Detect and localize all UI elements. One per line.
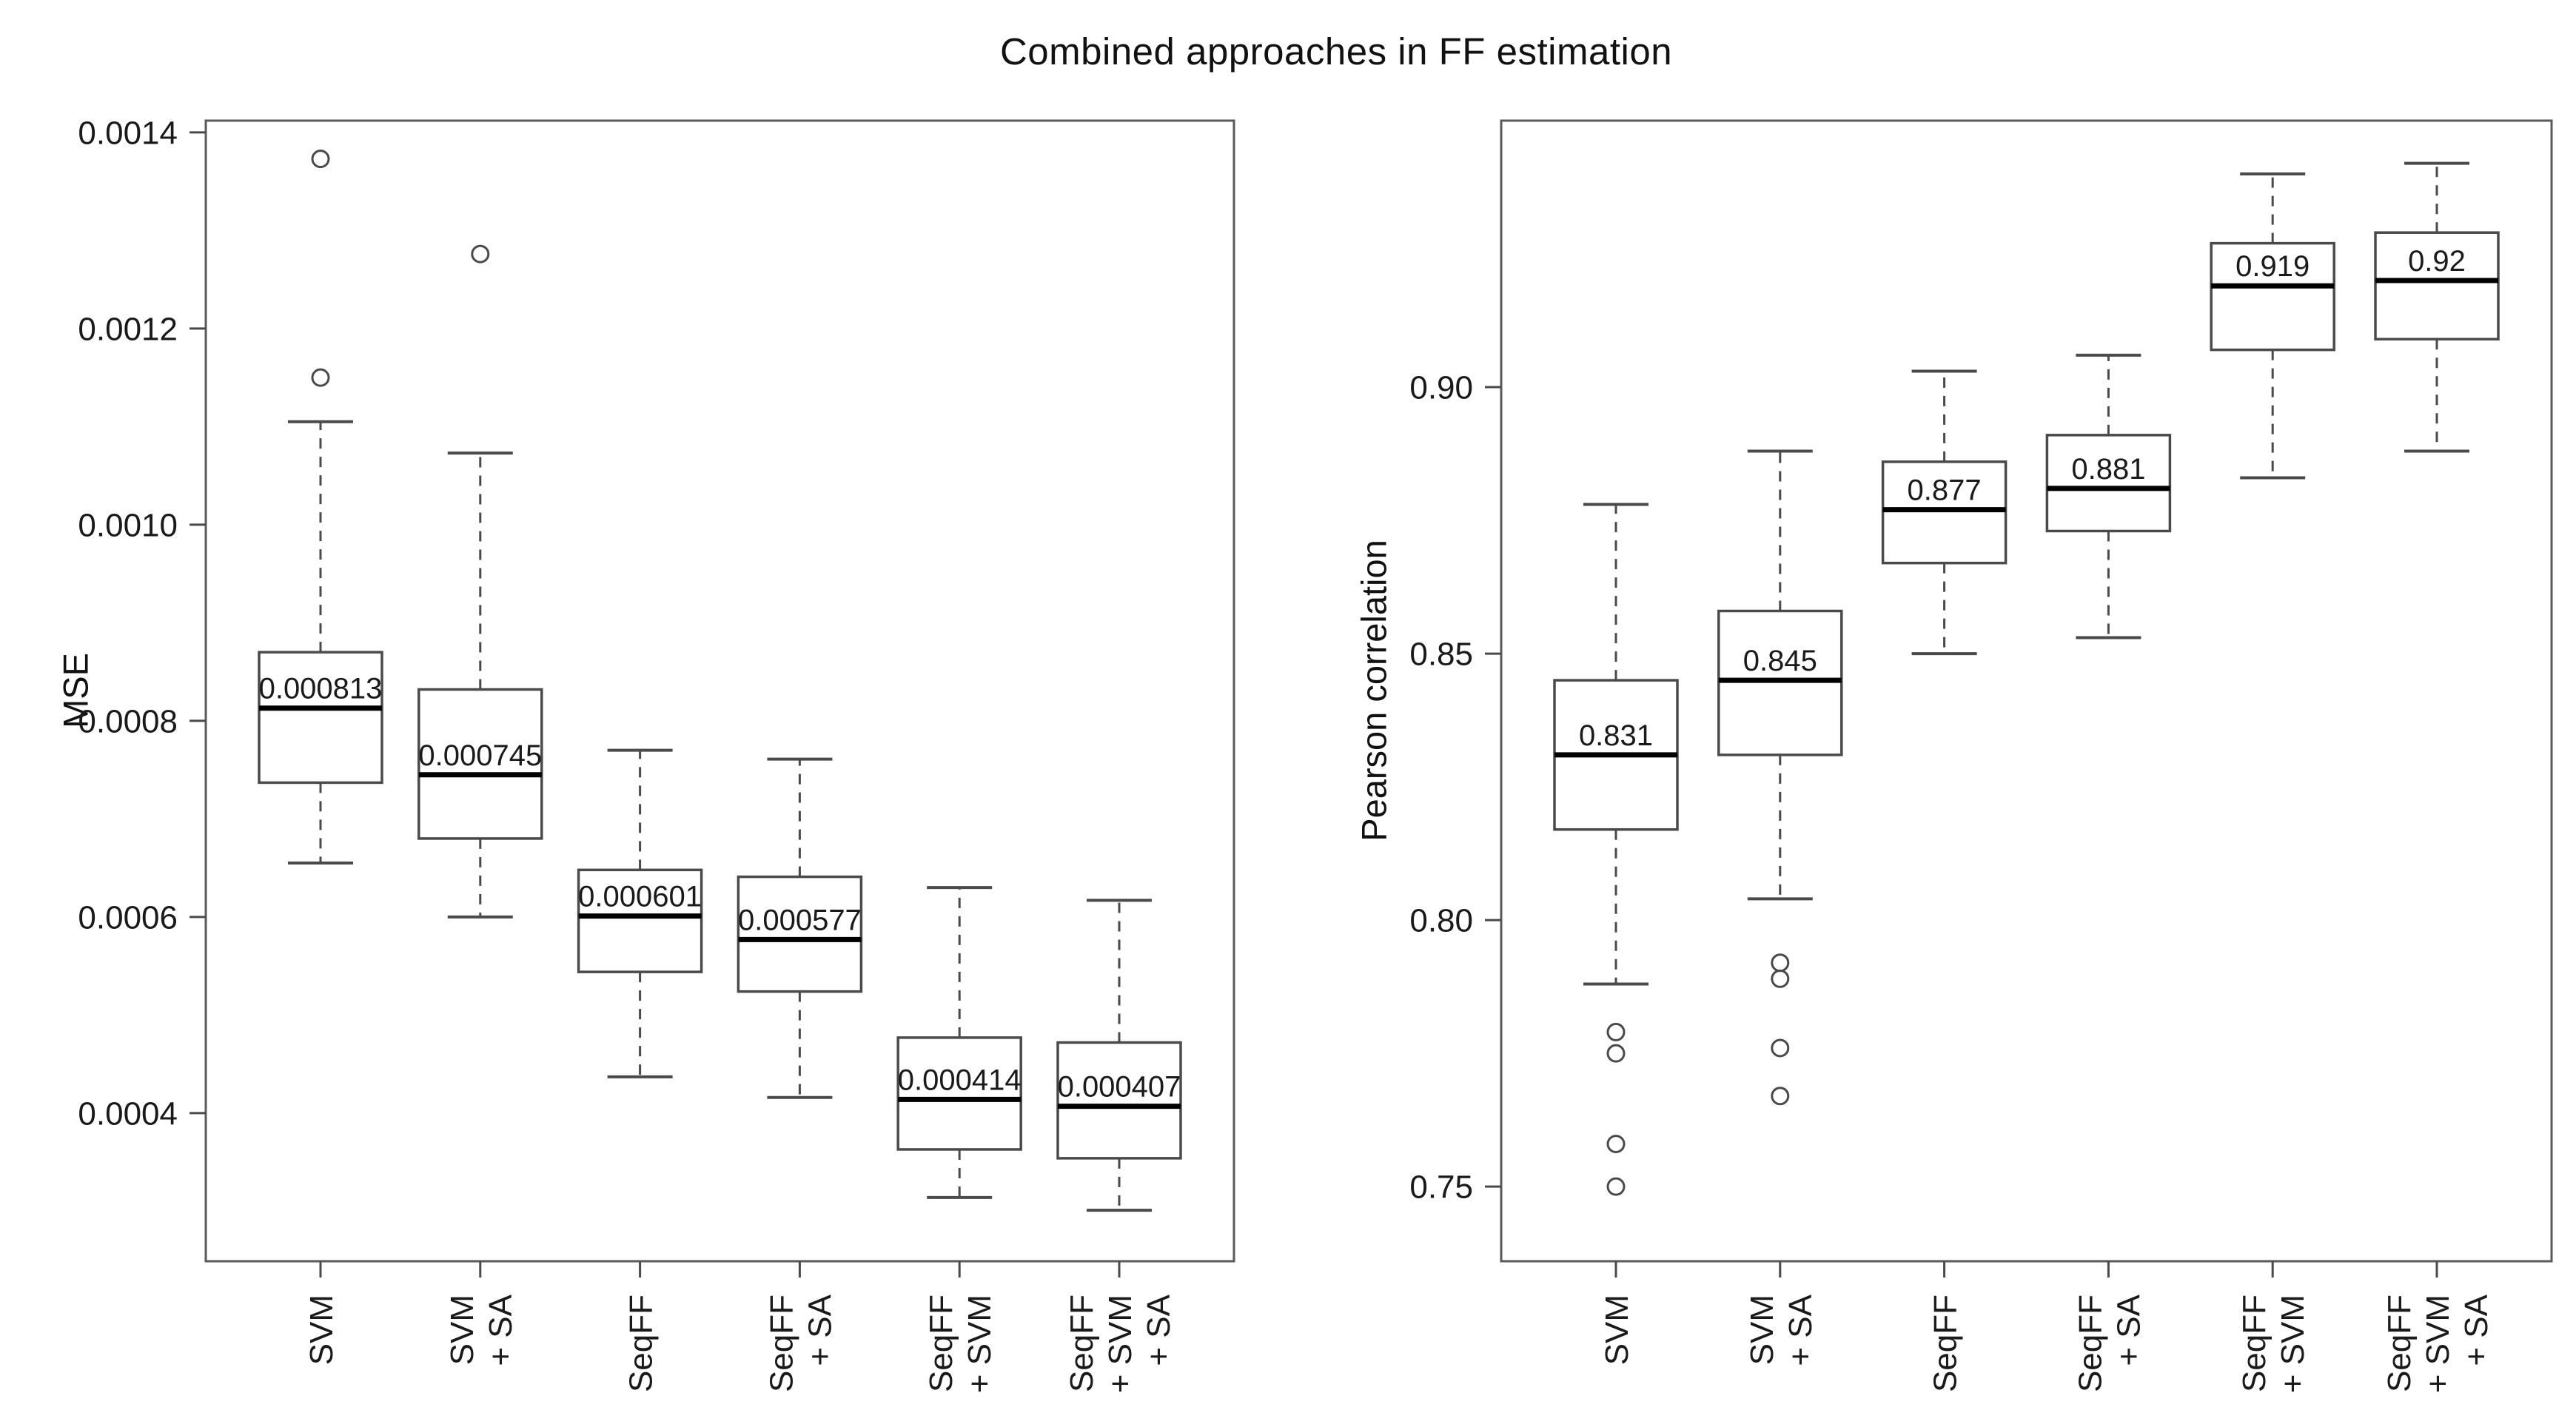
- outlier-point: [1771, 1038, 1790, 1058]
- category-label: + SA: [2110, 1294, 2147, 1366]
- category-label: + SA: [1141, 1294, 1177, 1366]
- outlier-point: [1771, 1087, 1790, 1106]
- category-label: SeqFF: [1064, 1295, 1100, 1392]
- iqr-box: [1056, 1041, 1182, 1160]
- median-label: 0.92: [2408, 245, 2466, 278]
- median-label: 0.919: [2235, 250, 2310, 283]
- y-tick-label: 0.0010: [78, 507, 178, 543]
- boxplot-SVM: 0.000813 SVM: [258, 150, 383, 1365]
- iqr-box: [577, 868, 703, 973]
- outlier-point: [311, 150, 330, 169]
- outlier-point: [1606, 1177, 1626, 1196]
- boxplot-SVM + SA: 0.000745 SVM + SA: [417, 244, 543, 1366]
- plot-border: [1500, 119, 2553, 1263]
- boxplot-SeqFF + SVM: 0.000414 SeqFF + SVM: [896, 886, 1022, 1393]
- category-label: SeqFF: [1928, 1295, 1964, 1392]
- boxplot-SeqFF: 0.000601 SeqFF: [577, 748, 703, 1392]
- y-tick-label: 0.0006: [78, 899, 178, 936]
- category-label: + SVM: [2275, 1295, 2311, 1393]
- category-label: SeqFF: [923, 1295, 959, 1392]
- boxplot-SeqFF + SVM: 0.919 SeqFF + SVM: [2210, 172, 2335, 1393]
- outlier-point: [1606, 1044, 1626, 1063]
- outlier-point: [1606, 1022, 1626, 1041]
- y-tick-label: 0.85: [1409, 636, 1473, 672]
- category-label: SVM: [444, 1295, 480, 1365]
- median-label: 0.000407: [1058, 1071, 1181, 1104]
- iqr-box: [1881, 460, 2008, 565]
- outlier-point: [311, 368, 330, 387]
- boxplot-SeqFF + SA: 0.000577 SeqFF + SA: [737, 757, 863, 1392]
- y-tick-label: 0.90: [1409, 369, 1473, 406]
- y-tick-label: 0.80: [1409, 903, 1473, 939]
- category-label: SeqFF: [2072, 1295, 2108, 1392]
- outlier-point: [1771, 953, 1790, 973]
- iqr-box: [2210, 241, 2335, 352]
- y-tick-label: 0.0012: [78, 311, 178, 347]
- y-tick-label: 0.0008: [78, 703, 178, 739]
- iqr-box: [2045, 434, 2172, 533]
- chart-title: Combined approaches in FF estimation: [999, 30, 1673, 73]
- category-label: SVM: [1744, 1295, 1780, 1365]
- iqr-box: [1717, 609, 1843, 756]
- iqr-box: [896, 1036, 1022, 1151]
- category-label: SeqFF: [2236, 1295, 2273, 1392]
- iqr-box: [417, 688, 543, 840]
- category-label: + SA: [483, 1294, 519, 1366]
- boxplot-SeqFF + SVM + SA: 0.000407 SeqFF + SVM + SA: [1056, 899, 1182, 1393]
- category-label: + SA: [1782, 1294, 1819, 1366]
- median-label: 0.877: [1908, 474, 1982, 507]
- median-label: 0.831: [1579, 719, 1653, 752]
- iqr-box: [737, 875, 863, 993]
- y-tick-label: 0.0004: [78, 1095, 178, 1132]
- category-label: + SVM: [962, 1295, 998, 1393]
- median-label: 0.000745: [418, 739, 542, 772]
- median-label: 0.881: [2071, 453, 2145, 486]
- plot-border: [204, 119, 1235, 1263]
- category-label: SVM: [303, 1295, 340, 1365]
- category-label: SVM: [1599, 1295, 1635, 1365]
- y-tick-label: 0.75: [1409, 1169, 1473, 1206]
- category-label: SeqFF: [763, 1295, 799, 1392]
- median-label: 0.000601: [578, 881, 702, 913]
- boxplot-SVM + SA: 0.845 SVM + SA: [1717, 449, 1843, 1366]
- category-label: SeqFF: [623, 1295, 660, 1392]
- median-label: 0.000414: [898, 1064, 1022, 1096]
- outlier-point: [1606, 1135, 1626, 1154]
- category-label: + SA: [802, 1294, 838, 1366]
- category-label: SeqFF: [2381, 1295, 2418, 1392]
- iqr-box: [258, 651, 383, 785]
- category-label: + SVM: [2420, 1295, 2456, 1393]
- category-label: + SA: [2458, 1294, 2495, 1366]
- panel-mse: 0.0004 0.0006 0.0008 0.0010 0.0012 0.0014 0.00…: [78, 115, 1235, 1393]
- boxplot-SeqFF: 0.877 SeqFF: [1881, 369, 2008, 1392]
- median-label: 0.000813: [259, 673, 383, 705]
- boxplot-SeqFF + SVM + SA: 0.92 SeqFF + SVM + SA: [2374, 161, 2500, 1393]
- iqr-box: [2374, 231, 2500, 340]
- category-label: + SVM: [1102, 1295, 1138, 1393]
- boxplot-SVM: 0.831 SVM: [1553, 503, 1679, 1365]
- boxplot-SeqFF + SA: 0.881 SeqFF + SA: [2045, 353, 2172, 1392]
- outlier-point: [1771, 969, 1790, 988]
- median-label: 0.845: [1743, 645, 1817, 677]
- median-label: 0.000577: [738, 904, 862, 936]
- outlier-point: [471, 244, 490, 263]
- y-tick-label: 0.0014: [78, 115, 178, 151]
